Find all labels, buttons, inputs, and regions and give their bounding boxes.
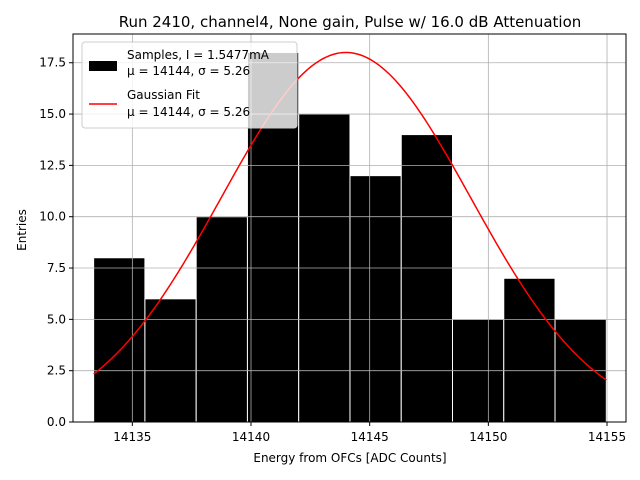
histogram-bar: [93, 257, 146, 423]
legend: Samples, I = 1.5477mA μ = 14144, σ = 5.2…: [81, 41, 298, 129]
histogram-bar: [349, 175, 402, 423]
x-tick-label: 14155: [588, 430, 626, 444]
x-tick-label: 14145: [351, 430, 389, 444]
y-tick-label: 2.5: [47, 364, 66, 378]
legend-samples-swatch: [89, 61, 117, 71]
x-axis-label: Energy from OFCs [ADC Counts]: [253, 451, 446, 465]
y-tick-label: 15.0: [39, 107, 66, 121]
histogram-bar: [503, 277, 556, 423]
x-tick-label: 14150: [469, 430, 507, 444]
y-tick-label: 0.0: [47, 415, 66, 429]
plot-frame: [72, 33, 627, 423]
legend-box: [81, 41, 298, 129]
legend-fit-label: Gaussian Fit: [127, 88, 200, 102]
y-tick-label: 7.5: [47, 261, 66, 275]
legend-fit-stats: μ = 14144, σ = 5.26: [127, 105, 250, 119]
y-tick-label: 5.0: [47, 312, 66, 326]
y-axis-label: Entries: [15, 209, 29, 251]
y-tick-label: 17.5: [39, 56, 66, 70]
x-tick-label: 14140: [232, 430, 270, 444]
x-tick-label: 14135: [113, 430, 151, 444]
histogram-bar: [400, 134, 454, 423]
legend-samples-stats: μ = 14144, σ = 5.26: [127, 64, 250, 78]
y-tick-label: 10.0: [39, 210, 66, 224]
y-tick-label: 12.5: [39, 158, 66, 172]
legend-samples-label: Samples, I = 1.5477mA: [127, 48, 270, 62]
gaussian-fit-line: [93, 51, 607, 381]
histogram-bar: [144, 298, 197, 423]
chart-title: Run 2410, channel4, None gain, Pulse w/ …: [119, 13, 582, 31]
